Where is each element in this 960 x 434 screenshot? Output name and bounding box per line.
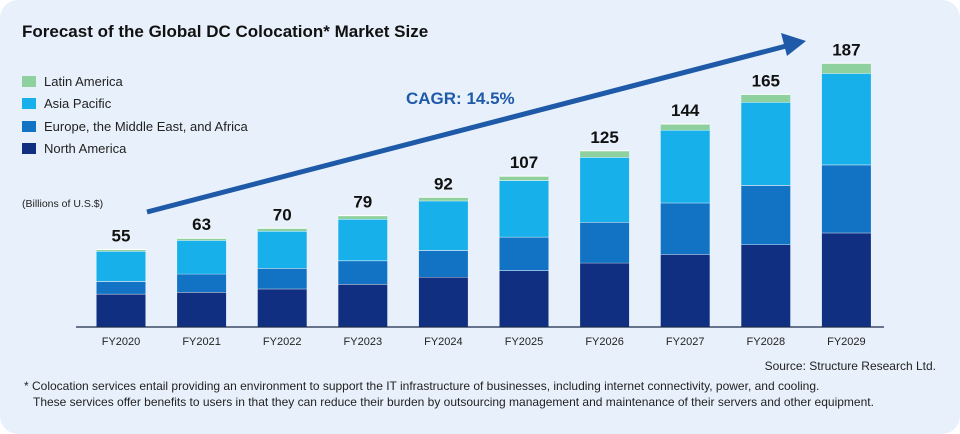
bar-fy2026-europe-the-middle-east-and-africa — [580, 222, 630, 263]
bar-fy2027-latin-america — [660, 124, 710, 131]
bar-fy2028-asia-pacific — [741, 102, 791, 186]
legend-label-latin-america: Latin America — [44, 73, 123, 89]
bar-fy2020-north-america — [96, 293, 146, 327]
x-tick-label-fy2023: FY2023 — [344, 336, 383, 348]
x-tick-label-fy2027: FY2027 — [666, 336, 705, 348]
bar-fy2023-north-america — [338, 284, 388, 327]
bar-fy2020-europe-the-middle-east-and-africa — [96, 281, 146, 294]
bar-fy2022-latin-america — [257, 228, 307, 231]
bar-fy2029-europe-the-middle-east-and-africa — [821, 164, 871, 233]
bar-fy2026-north-america — [580, 262, 630, 327]
bar-fy2028-north-america — [741, 244, 791, 327]
bar-fy2023-latin-america — [338, 215, 388, 219]
unit-label: (Billions of U.S.$) — [22, 198, 104, 210]
chart-title: Forecast of the Global DC Colocation* Ma… — [22, 22, 429, 41]
bar-fy2022-north-america — [257, 288, 307, 327]
legend-label-emea: Europe, the Middle East, and Africa — [44, 118, 248, 134]
total-label-fy2020: 55 — [112, 227, 131, 246]
x-tick-label-fy2028: FY2028 — [747, 336, 786, 348]
total-label-fy2023: 79 — [353, 193, 372, 212]
x-tick-label-fy2029: FY2029 — [827, 336, 866, 348]
bar-fy2023-europe-the-middle-east-and-africa — [338, 260, 388, 284]
bar-fy2024-europe-the-middle-east-and-africa — [418, 250, 468, 277]
bar-fy2021-europe-the-middle-east-and-africa — [177, 273, 227, 292]
legend: Latin America Asia Pacific Europe, the M… — [22, 70, 248, 160]
bar-fy2026-latin-america — [580, 150, 630, 158]
cagr-label: CAGR: 14.5% — [406, 89, 515, 108]
bar-fy2020-latin-america — [96, 249, 146, 252]
footnote: * Colocation services entail providing a… — [24, 378, 874, 410]
bar-fy2029-asia-pacific — [821, 73, 871, 165]
cagr-arrow-head — [781, 33, 806, 56]
bar-fy2022-europe-the-middle-east-and-africa — [257, 268, 307, 289]
total-label-fy2026: 125 — [590, 128, 618, 147]
legend-item-emea: Europe, the Middle East, and Africa — [22, 115, 248, 138]
bars-group — [96, 62, 871, 327]
bar-fy2024-north-america — [418, 276, 468, 327]
cagr-arrow — [146, 42, 791, 215]
total-label-fy2024: 92 — [434, 174, 453, 193]
bar-fy2028-europe-the-middle-east-and-africa — [741, 185, 791, 245]
legend-swatch-asia-pacific — [22, 98, 36, 110]
footnote-line-1: * Colocation services entail providing a… — [24, 379, 820, 393]
x-tick-label-fy2025: FY2025 — [505, 336, 544, 348]
bar-fy2027-asia-pacific — [660, 130, 710, 203]
legend-swatch-latin-america — [22, 75, 36, 87]
bar-fy2025-latin-america — [499, 176, 549, 181]
legend-swatch-emea — [22, 120, 36, 132]
bar-fy2021-latin-america — [177, 238, 227, 241]
labels-group: 55 FY2020 63 FY2021 70 FY2022 79 FY2023 92 FY2024… — [102, 40, 866, 348]
legend-label-north-america: North America — [44, 141, 127, 157]
legend-item-asia-pacific: Asia Pacific — [22, 93, 248, 116]
total-label-fy2022: 70 — [273, 205, 292, 224]
bar-fy2028-latin-america — [741, 94, 791, 103]
legend-label-asia-pacific: Asia Pacific — [44, 96, 112, 112]
total-label-fy2025: 107 — [510, 153, 538, 172]
bar-fy2027-europe-the-middle-east-and-africa — [660, 202, 710, 255]
total-label-fy2021: 63 — [192, 215, 211, 234]
bar-fy2029-north-america — [821, 232, 871, 327]
bar-fy2026-asia-pacific — [580, 157, 630, 222]
total-label-fy2027: 144 — [671, 101, 700, 120]
x-tick-label-fy2021: FY2021 — [182, 336, 221, 348]
bar-fy2025-north-america — [499, 270, 549, 327]
bar-fy2025-asia-pacific — [499, 180, 549, 237]
legend-swatch-north-america — [22, 143, 36, 155]
source-note: Source: Structure Research Ltd. — [764, 359, 936, 373]
total-label-fy2029: 187 — [832, 40, 860, 59]
legend-item-north-america: North America — [22, 138, 248, 161]
x-tick-label-fy2020: FY2020 — [102, 336, 141, 348]
x-tick-label-fy2026: FY2026 — [585, 336, 624, 348]
bar-fy2020-asia-pacific — [96, 251, 146, 282]
bar-fy2022-asia-pacific — [257, 231, 307, 269]
x-tick-label-fy2022: FY2022 — [263, 336, 302, 348]
footnote-line-2: These services offer benefits to users i… — [33, 395, 874, 409]
bar-fy2024-latin-america — [418, 197, 468, 201]
bar-fy2024-asia-pacific — [418, 200, 468, 251]
legend-item-latin-america: Latin America — [22, 70, 248, 93]
bar-fy2027-north-america — [660, 254, 710, 327]
bar-fy2023-asia-pacific — [338, 219, 388, 261]
x-tick-label-fy2024: FY2024 — [424, 336, 463, 348]
bar-fy2029-latin-america — [821, 63, 871, 74]
bar-fy2021-north-america — [177, 292, 227, 327]
total-label-fy2028: 165 — [752, 71, 780, 90]
bar-fy2025-europe-the-middle-east-and-africa — [499, 236, 549, 271]
bar-fy2021-asia-pacific — [177, 240, 227, 274]
